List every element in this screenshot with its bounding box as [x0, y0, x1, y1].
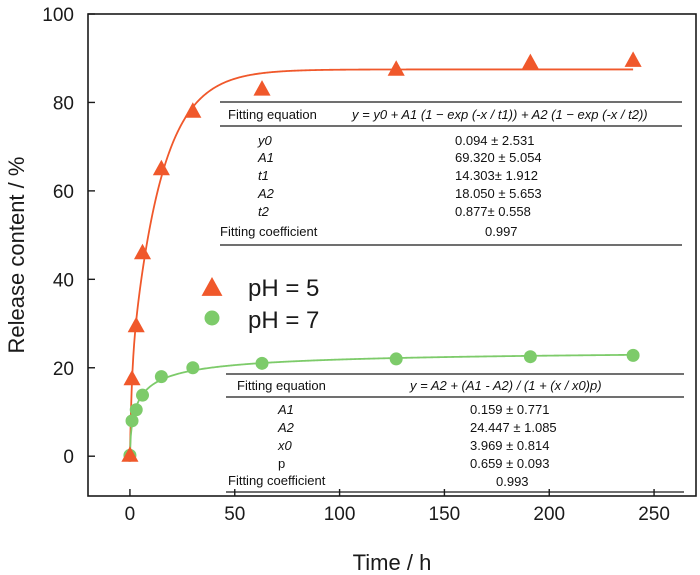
legend: pH = 5 pH = 7 — [201, 275, 319, 334]
table-coef-value: 0.993 — [496, 474, 529, 489]
x-tick-label: 50 — [224, 504, 245, 525]
table-param-value: 0.877± 0.558 — [455, 204, 531, 219]
table-param-name: t1 — [258, 168, 269, 183]
table-param-name: A1 — [277, 402, 294, 417]
table-param-name: y0 — [257, 133, 273, 148]
fit-table-ph7: Fitting equation y = A2 + (A1 - A2) / (1… — [226, 373, 684, 493]
table-param-value: 0.659 ± 0.093 — [470, 456, 549, 471]
x-tick-label: 200 — [533, 504, 565, 525]
x-axis-ticks: 0 50 100 150 200 250 — [125, 489, 670, 525]
table-header-label: Fitting equation — [228, 107, 317, 122]
table-param-name: A2 — [277, 420, 295, 435]
data-point-ph7 — [136, 388, 150, 402]
data-point-ph7 — [129, 403, 143, 417]
y-tick-label: 100 — [42, 5, 74, 26]
fit-curve-ph7 — [129, 353, 634, 456]
table-coef-value: 0.997 — [485, 224, 518, 239]
data-point-ph7 — [626, 348, 640, 362]
table-param-value: 24.447 ± 1.085 — [470, 420, 557, 435]
table-param-value: 14.303± 1.912 — [455, 168, 538, 183]
data-point-ph5 — [121, 446, 139, 462]
data-point-ph5 — [624, 51, 642, 67]
data-point-ph7 — [154, 370, 168, 384]
data-point-ph5 — [387, 60, 405, 76]
x-tick-label: 250 — [638, 504, 670, 525]
table-param-name: A2 — [257, 186, 275, 201]
y-tick-label: 0 — [63, 447, 74, 468]
data-markers — [121, 51, 642, 462]
legend-label-ph7: pH = 7 — [248, 307, 319, 334]
table-param-value: 3.969 ± 0.814 — [470, 438, 549, 453]
y-tick-label: 40 — [53, 270, 74, 291]
data-point-ph5 — [127, 316, 145, 333]
plot-frame — [87, 13, 697, 497]
x-tick-label: 150 — [429, 504, 461, 525]
table-param-name: p — [278, 456, 285, 471]
table-coef-label: Fitting coefficient — [220, 224, 318, 239]
data-point-ph5 — [184, 102, 202, 118]
data-point-ph7 — [389, 352, 403, 366]
data-point-ph5 — [521, 53, 539, 70]
x-tick-label: 0 — [125, 504, 136, 525]
data-point-ph5 — [152, 159, 170, 176]
y-tick-label: 20 — [53, 359, 74, 380]
fit-curve-ph5 — [129, 68, 634, 456]
table-param-name: A1 — [257, 150, 274, 165]
table-param-name: t2 — [258, 204, 270, 219]
table-equation: y = A2 + (A1 - A2) / (1 + (x / x0)p) — [409, 378, 602, 393]
data-point-ph5 — [133, 243, 152, 260]
legend-label-ph5: pH = 5 — [248, 275, 319, 302]
table-param-value: 0.094 ± 2.531 — [455, 133, 534, 148]
data-point-ph5 — [123, 369, 141, 386]
x-axis-label: Time / h — [353, 550, 432, 575]
fit-table-ph5: Fitting equation y = y0 + A1 (1 − exp (-… — [220, 101, 682, 246]
legend-circle-marker — [204, 310, 220, 326]
table-param-value: 18.050 ± 5.653 — [455, 186, 542, 201]
data-point-ph7 — [186, 361, 200, 375]
y-tick-label: 60 — [53, 182, 74, 203]
y-axis-label: Release content / % — [4, 157, 29, 354]
x-tick-label: 100 — [324, 504, 356, 525]
data-point-ph7 — [255, 356, 269, 370]
data-point-ph7 — [523, 350, 537, 364]
data-point-ph5 — [253, 80, 271, 96]
data-point-ph7 — [125, 414, 139, 428]
table-param-value: 69.320 ± 5.054 — [455, 150, 542, 165]
table-equation: y = y0 + A1 (1 − exp (-x / t1)) + A2 (1 … — [351, 107, 648, 122]
legend-triangle-marker — [201, 277, 223, 296]
y-axis-ticks: 0 20 40 60 80 100 — [42, 5, 95, 468]
table-param-name: x0 — [277, 438, 293, 453]
table-param-value: 0.159 ± 0.771 — [470, 402, 549, 417]
table-coef-label: Fitting coefficient — [228, 473, 326, 488]
y-tick-label: 80 — [53, 93, 74, 114]
table-header-label: Fitting equation — [237, 378, 326, 393]
